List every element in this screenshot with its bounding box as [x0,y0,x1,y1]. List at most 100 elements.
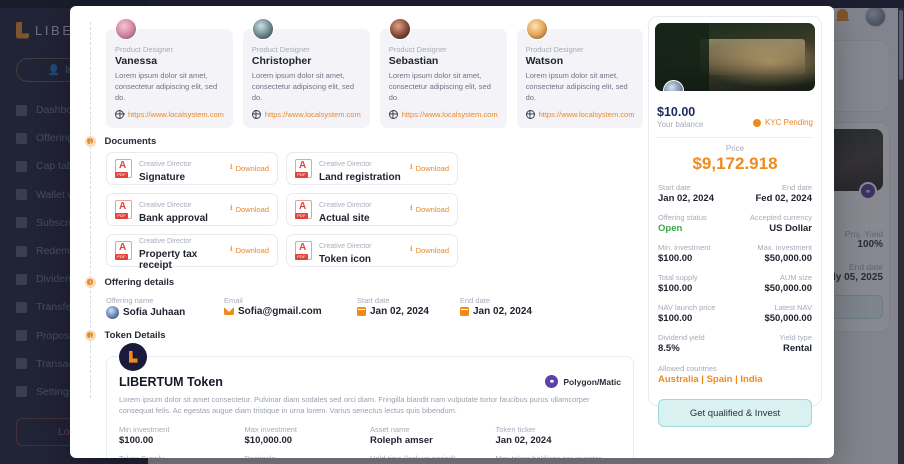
team-members-list: Product Designer Vanessa Lorem ipsum dol… [84,18,644,128]
start-date-value: Jan 02, 2024 [370,305,429,317]
download-label: Download [235,204,269,214]
member-role: Product Designer [388,45,447,54]
pdf-icon: A PDF [295,158,312,178]
section-title: Offering details [104,276,175,288]
field-label: Max token holdings per investor [496,454,622,458]
document-row[interactable]: A PDF Creative Director Token icon ⭳ Downl… [286,233,458,267]
member-description: Lorem ipsum dolor sit amet, consectetur … [388,71,491,102]
document-role: Creative Director [139,237,192,245]
download-label: Download [235,163,269,173]
page-scrollbar[interactable] [898,8,904,464]
member-description: Lorem ipsum dolor sit amet, consectetur … [115,71,218,102]
download-button[interactable]: ⭳ Download [230,243,269,257]
allowed-countries-block: Allowed countries Australia | Spain | In… [655,364,815,385]
document-row[interactable]: A PDF Creative Director Signature ⭳ Downlo… [106,151,278,185]
summary-row: Total supply $100.00 AUM size $50,000.00 [655,273,815,294]
field-value: $50,000.00 [764,283,812,294]
balance-block: $10.00 Your balance [657,105,703,129]
document-role: Creative Director [319,161,372,169]
field-label: Max investment [244,425,298,435]
download-icon: ⭳ [229,162,233,172]
balance-row: $10.00 Your balance KYC Pending [655,105,815,129]
property-hero-image [655,23,815,91]
field-value: US Dollar [769,223,812,234]
member-website-link[interactable]: https://www.localsystem.com [251,109,361,119]
field-label: Total supply [658,273,698,282]
summary-row: Dividend yield 8.5% Yield type Rental [655,333,815,354]
field-value: Jan 02, 2024 [460,306,563,317]
section-title: Documents [104,135,157,147]
member-website-link[interactable]: https://www.localsystem.com [115,109,224,119]
pdf-icon: A PDF [115,158,132,178]
link-text: https://www.localsystem.com [128,109,224,119]
member-name: Watson [525,55,564,67]
field-label: Email [224,295,243,305]
kyc-status-badge[interactable]: KYC Pending [752,118,813,127]
document-row[interactable]: A PDF Creative Director Property tax rece… [106,233,278,271]
pdf-icon: A PDF [115,240,132,260]
dividend-yield-block: Dividend yield 8.5% [658,333,705,354]
mail-icon [224,307,234,315]
field-value: Fed 02, 2024 [755,193,812,204]
document-info: Creative Director Actual site [319,194,403,224]
avatar [251,18,274,40]
team-member-card[interactable]: Product Designer Christopher Lorem ipsum… [242,18,370,128]
download-label: Download [415,163,449,173]
field-value: Roleph amser [370,435,433,447]
pdf-icon: A PDF [115,199,132,219]
offering-summary-panel: $10.00 Your balance KYC Pending Price $9… [648,16,822,427]
download-button[interactable]: ⭳ Download [410,202,449,216]
team-member-card[interactable]: Product Designer Vanessa Lorem ipsum dol… [106,18,233,128]
member-description: Lorem ipsum dolor sit amet, consectetur … [525,71,628,102]
member-name: Christopher [251,55,312,67]
download-icon: ⭳ [409,244,413,254]
chain-badge: ⚭ Polygon/Matic [545,375,621,389]
get-qualified-invest-button[interactable]: Get qualified & Invest [658,399,812,427]
download-button[interactable]: ⭳ Download [230,161,269,175]
end-date-field: End date Jan 02, 2024 [460,296,563,319]
download-icon: ⭳ [409,203,413,213]
globe-icon [525,109,535,119]
document-name: Actual site [319,213,370,225]
document-info: Creative Director Land registration [319,153,403,183]
accepted-currency-block: Accepted currency US Dollar [750,213,812,234]
aum-size-block: AUM size $50,000.00 [764,273,812,294]
start-date-field: Start date Jan 02, 2024 [357,296,460,319]
download-button[interactable]: ⭳ Download [230,202,269,216]
document-role: Creative Director [319,243,372,251]
field-value: $10,000.00 [244,435,293,447]
documents-list: A PDF Creative Director Signature ⭳ Downlo… [84,151,632,271]
field-label: Token ticker [495,425,536,435]
document-row[interactable]: A PDF Creative Director Actual site ⭳ Down… [286,192,458,226]
token-fields-row-2: Token Supply$100.00 Decimals10% Hold tim… [119,454,621,458]
download-icon: ⭳ [409,162,413,172]
document-info: Creative Director Property tax receipt [139,230,223,271]
avatar [115,18,137,40]
document-row[interactable]: A PDF Creative Director Land registration… [286,151,458,185]
calendar-icon [460,306,469,316]
field-value: $100.00 [658,313,693,324]
offering-details-section-header: Offering details [70,276,632,288]
member-website-link[interactable]: https://www.localsystem.com [525,109,634,119]
download-button[interactable]: ⭳ Download [410,161,449,175]
download-button[interactable]: ⭳ Download [410,243,449,257]
member-website-link[interactable]: https://www.localsystem.com [388,109,498,119]
token-logo-icon [119,342,147,371]
field-value: $50,000.00 [764,313,812,324]
document-row[interactable]: A PDF Creative Director Bank approval ⭳ Do… [106,192,278,226]
summary-row: Min. investment $100.00 Max. investment $5… [655,243,815,264]
avatar-icon [106,305,119,319]
document-info: Creative Director Signature [139,153,223,183]
field-value: Jan 02, 2024 [495,435,552,447]
team-member-card[interactable]: Product Designer Sebastian Lorem ipsum d… [379,18,507,128]
field-label: Offering status [658,213,707,222]
polygon-icon: ⚭ [545,375,559,389]
token-supply-field: Token Supply$100.00 [119,454,245,458]
scrollbar-thumb[interactable] [899,10,903,80]
token-card: LIBERTUM Token ⚭ Polygon/Matic Lorem ips… [106,342,634,458]
avatar [663,80,684,91]
field-value: Jan 02, 2024 [658,193,714,204]
pdf-icon: A PDF [295,240,312,260]
team-member-card[interactable]: Product Designer Watson Lorem ipsum dolo… [516,18,644,128]
document-role: Creative Director [139,161,192,169]
